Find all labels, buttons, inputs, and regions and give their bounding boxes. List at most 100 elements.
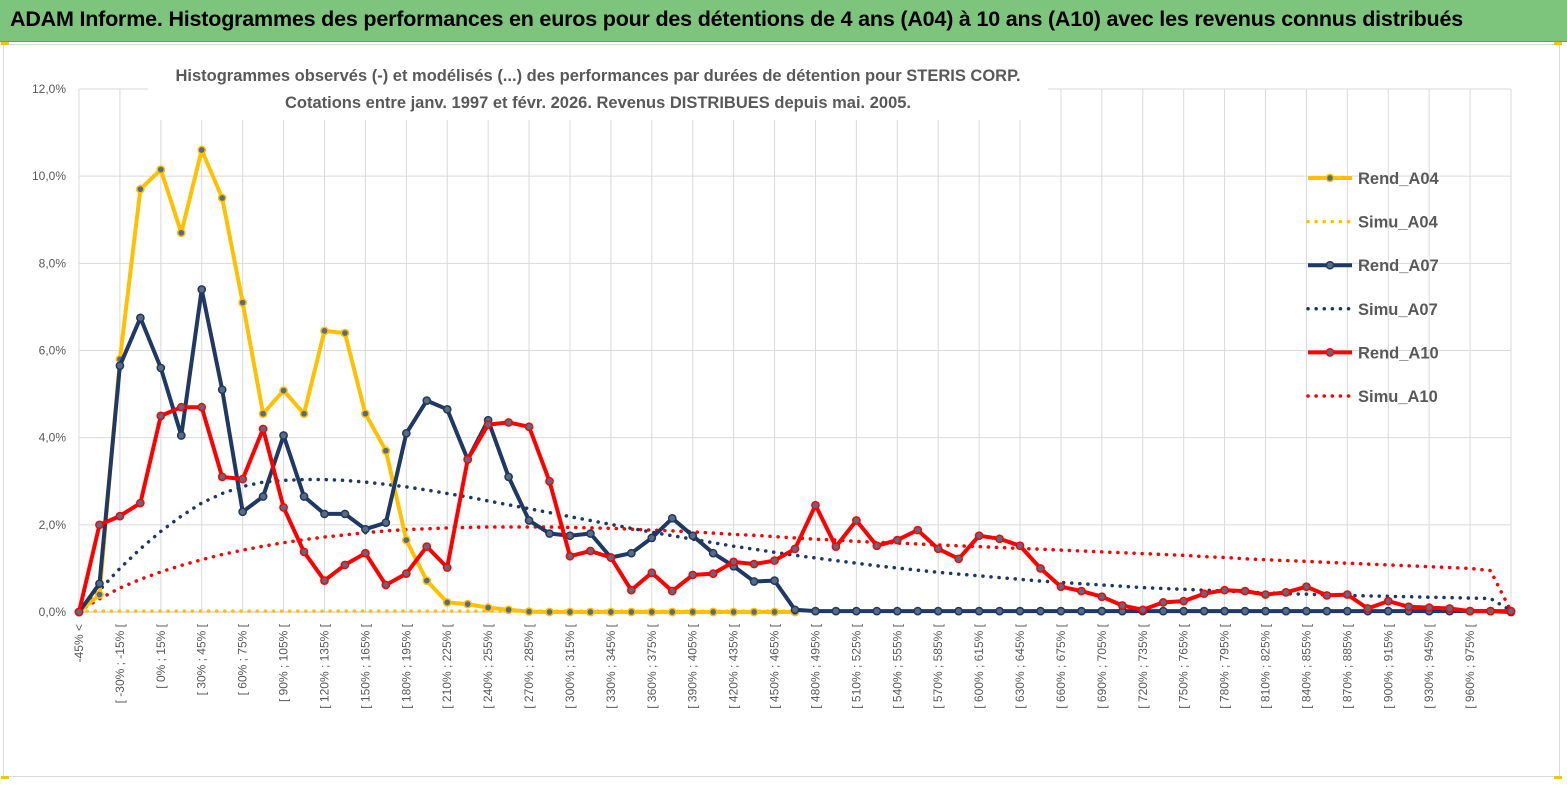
x-tick-label: [ 390% ; 405% [ [686, 623, 700, 708]
legend-label: Rend_A07 [1358, 257, 1439, 275]
data-point [217, 385, 227, 395]
y-tick-label: 4,0% [39, 431, 67, 445]
x-tick-label: [ 450% ; 465% [ [768, 623, 782, 708]
data-point [136, 313, 145, 323]
x-tick-label: [ 180% ; 195% [ [399, 623, 413, 708]
data-point [1056, 582, 1066, 592]
data-point [95, 590, 104, 599]
data-point [749, 577, 759, 586]
data-point [1015, 541, 1025, 551]
data-point [258, 409, 268, 419]
data-point [217, 472, 227, 482]
data-point [1404, 602, 1414, 612]
x-tick-label: [ 120% ; 135% [ [317, 623, 331, 708]
data-point [1342, 606, 1352, 616]
x-tick-label: [ 420% ; 435% [ [727, 623, 741, 708]
data-point [197, 402, 207, 412]
data-point [258, 492, 268, 501]
data-point [831, 542, 841, 551]
legend-label: Simu_A04 [1358, 214, 1439, 232]
data-point [1220, 606, 1229, 616]
series-line [77, 287, 1512, 614]
x-tick-label: -45% < [72, 624, 86, 662]
chart-title-line-2: Cotations entre janv. 1997 et févr. 2026… [285, 94, 911, 112]
x-tick-label: [ 930% ; 945% [ [1422, 623, 1436, 708]
data-point [299, 409, 309, 419]
data-point [340, 509, 350, 519]
x-tick-label: [ 780% ; 795% [ [1218, 623, 1232, 708]
x-tick-label: [ 480% ; 495% [ [808, 623, 822, 708]
data-point [504, 418, 513, 427]
data-point [442, 563, 452, 572]
x-tick-label: [ 960% ; 975% [ [1463, 623, 1477, 708]
data-point [565, 607, 575, 617]
x-tick-label: [ 30% ; 45% [ [195, 623, 209, 695]
x-tick-label: [ 60% ; 75% [ [236, 623, 250, 695]
data-point [197, 145, 207, 155]
data-point [258, 424, 268, 434]
data-point [1097, 606, 1107, 616]
data-point [401, 428, 411, 438]
data-point [1465, 606, 1475, 616]
legend-item-simu-a10: Simu_A10 [1306, 388, 1438, 406]
data-point [1240, 586, 1250, 596]
x-tick-label: [ 660% ; 675% [ [1054, 623, 1068, 708]
y-tick-label: 8,0% [39, 256, 67, 270]
data-point [1261, 590, 1270, 599]
frame-corner-handle [1, 776, 9, 779]
data-point [279, 503, 288, 512]
frame-corner-handle [1554, 776, 1562, 779]
data-point [1179, 606, 1189, 616]
data-point [872, 541, 882, 551]
data-point [729, 607, 738, 617]
x-tick-label: [ 330% ; 345% [ [604, 623, 618, 708]
data-point [852, 516, 861, 525]
data-point [176, 228, 186, 238]
data-point [95, 579, 104, 589]
data-point [136, 498, 145, 508]
series-rend-a04 [74, 145, 800, 617]
data-point [238, 474, 248, 484]
data-point [708, 569, 718, 578]
data-point [381, 518, 391, 528]
data-point [647, 568, 657, 578]
x-tick-label: [ 720% ; 735% [ [1136, 623, 1150, 708]
data-point [974, 606, 984, 616]
data-point [1322, 591, 1332, 600]
data-point [1281, 606, 1291, 616]
data-point [852, 606, 861, 616]
series-line [77, 148, 795, 614]
x-tick-label: [ 510% ; 525% [ [849, 623, 863, 708]
data-point [1322, 606, 1332, 616]
chart-title: Histogrammes observés (-) et modélisés (… [148, 58, 1048, 120]
data-point [320, 576, 329, 585]
data-point [647, 607, 657, 617]
legend-marker [1325, 173, 1335, 183]
series-rend-a10 [74, 402, 1516, 617]
data-point [708, 548, 718, 558]
header-banner: ADAM Informe. Histogrammes des performan… [0, 0, 1567, 42]
series-simu-a10 [77, 525, 1513, 613]
data-point [872, 606, 882, 616]
data-point [504, 605, 513, 615]
data-point [995, 606, 1004, 616]
data-point [954, 606, 964, 616]
data-point [320, 509, 329, 519]
y-tick-label: 10,0% [32, 169, 66, 183]
x-tick-label: [ 840% ; 855% [ [1299, 623, 1313, 708]
data-point [770, 607, 779, 617]
legend-item-simu-a04: Simu_A04 [1306, 214, 1439, 232]
series-rend-a07 [74, 285, 1516, 617]
data-point [811, 606, 820, 616]
data-point [1261, 606, 1270, 616]
data-point [770, 556, 779, 565]
data-point [156, 363, 166, 373]
data-point [238, 298, 248, 307]
data-point [1015, 606, 1025, 616]
data-point [995, 534, 1004, 544]
data-point [381, 580, 391, 590]
data-point [401, 569, 411, 578]
x-tick-label: [ -30% ; -15% [ [113, 623, 127, 703]
data-point [1302, 582, 1311, 592]
legend-item-simu-a07: Simu_A07 [1306, 301, 1438, 319]
